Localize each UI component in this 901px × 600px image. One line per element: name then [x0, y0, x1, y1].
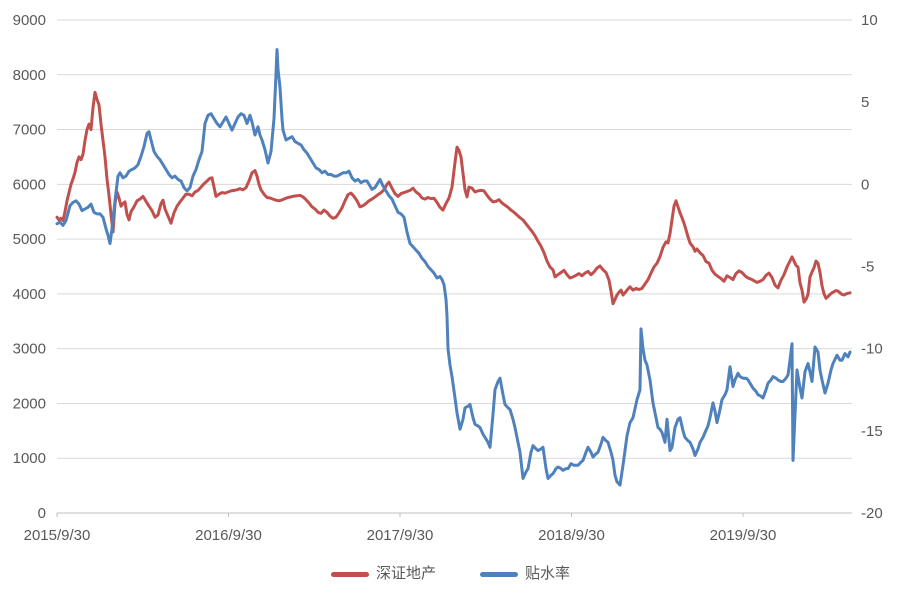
- y-right-tick-label: -5: [861, 259, 874, 276]
- y-left-tick-label: 5000: [13, 231, 46, 248]
- y-left-tick-label: 4000: [13, 286, 46, 303]
- x-axis-tick-label: 2015/9/30: [24, 527, 91, 544]
- legend-item-shenzhen-real-estate: 深证地产: [330, 563, 436, 585]
- y-right-tick-label: 0: [861, 176, 869, 193]
- x-axis-tick-label: 2016/9/30: [195, 527, 262, 544]
- y-left-tick-label: 0: [38, 505, 46, 522]
- chart-legend: 深证地产 贴水率: [0, 563, 901, 585]
- x-axis-tick-label: 2019/9/30: [710, 527, 777, 544]
- legend-swatch-blue-line: [480, 571, 518, 577]
- y-left-tick-label: 2000: [13, 395, 46, 412]
- x-axis-tick-label: 2018/9/30: [538, 527, 605, 544]
- y-left-tick-label: 7000: [13, 122, 46, 139]
- y-left-tick-label: 6000: [13, 176, 46, 193]
- y-right-tick-label: -20: [861, 505, 883, 522]
- series-line-discount-rate: [55, 48, 852, 487]
- x-axis-tick-label: 2017/9/30: [367, 527, 434, 544]
- legend-item-discount-rate: 贴水率: [480, 563, 570, 585]
- legend-swatch-red-line: [330, 571, 369, 577]
- y-right-tick-label: 10: [861, 12, 878, 29]
- y-left-tick-label: 9000: [13, 12, 46, 29]
- y-left-tick-label: 1000: [13, 450, 46, 467]
- series-line-shenzhen-real-estate: [55, 90, 852, 306]
- y-right-tick-label: -15: [861, 423, 883, 440]
- legend-label-shenzhen-real-estate: 深证地产: [375, 565, 436, 582]
- legend-label-discount-rate: 贴水率: [525, 565, 571, 582]
- y-right-tick-label: -10: [861, 341, 883, 358]
- y-left-tick-label: 3000: [13, 341, 46, 358]
- y-left-tick-label: 8000: [13, 67, 46, 84]
- y-right-tick-label: 5: [861, 94, 869, 111]
